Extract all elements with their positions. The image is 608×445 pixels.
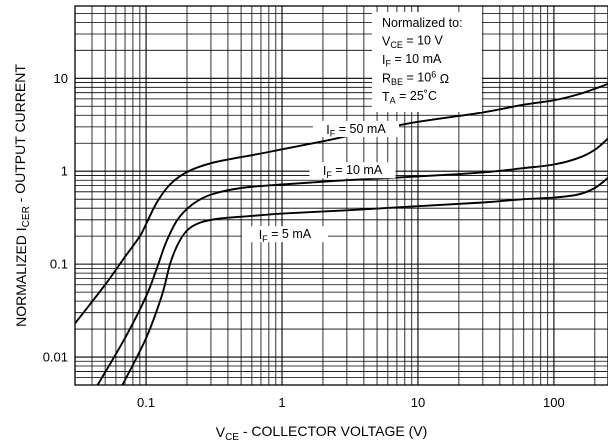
y-tick-label: 10 — [54, 71, 68, 86]
curves — [74, 83, 608, 386]
series-label-bg — [312, 120, 399, 137]
series-line — [121, 177, 608, 386]
x-tick-label: 100 — [543, 395, 565, 410]
series-label: IF = 50 mA — [326, 122, 386, 139]
grid — [74, 5, 608, 386]
normalized-box-bg — [372, 12, 482, 112]
series-label-bg — [241, 226, 328, 243]
series-line — [96, 137, 608, 386]
x-axis-title: VCE - COLLECTOR VOLTAGE (V) — [216, 423, 428, 443]
normalized-line: Normalized to: — [382, 16, 463, 30]
series-label-bg — [309, 162, 396, 179]
normalized-line: IF = 10 mA — [382, 52, 442, 69]
plot-frame — [74, 5, 608, 386]
normalized-line: TA = 25˚C — [382, 89, 437, 106]
tick-labels: 0.1 1 10 100 0.01 0.1 1 10 — [43, 71, 565, 410]
curve-labels: IF = 50 mA IF = 10 mA IF = 5 mA — [241, 120, 399, 244]
normalized-line: RBE = 106 Ω — [382, 69, 449, 87]
y-tick-label: 0.01 — [43, 350, 68, 365]
y-axis-title: NORMALIZED ICER - OUTPUT CURRENT — [12, 64, 32, 327]
normalized-line: VCE = 10 V — [382, 33, 443, 50]
y-tick-label: 1 — [61, 164, 68, 179]
series-label: IF = 5 mA — [259, 227, 312, 244]
x-tick-label: 10 — [411, 395, 425, 410]
series-label: IF = 10 mA — [323, 163, 383, 180]
x-tick-label: 1 — [278, 395, 285, 410]
y-tick-label: 0.1 — [50, 257, 68, 272]
x-tick-label: 0.1 — [137, 395, 155, 410]
series-line — [74, 83, 608, 324]
